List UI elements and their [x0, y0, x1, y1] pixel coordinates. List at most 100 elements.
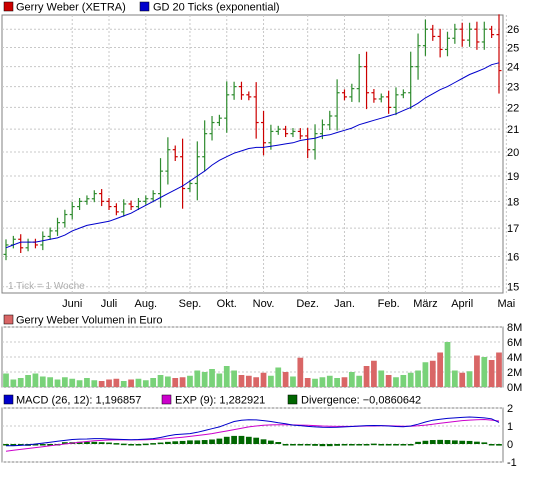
divergence-bar [481, 442, 488, 444]
volume-legend-swatch [3, 314, 14, 325]
price-y-tick-label: 18 [507, 196, 519, 208]
volume-bar [297, 357, 304, 387]
macd-y-tick-label: 1 [507, 421, 513, 433]
price-legend-swatch [3, 1, 14, 12]
volume-bar [245, 375, 252, 387]
price-x-tick-label: Dez. [296, 298, 319, 310]
price-y-tick-label: 23 [507, 82, 519, 94]
volume-bar [231, 370, 237, 387]
divergence-bar [459, 440, 466, 444]
divergence-bar [39, 444, 46, 446]
divergence-bar [142, 443, 149, 446]
divergence-bar [260, 439, 267, 444]
price-x-tick-label: Aug. [134, 298, 157, 310]
divergence-bar [444, 440, 451, 444]
divergence-bar [216, 438, 223, 444]
macd-y-tick-label: -1 [507, 457, 517, 469]
tick-note: 1 Tick = 1 Woche [8, 281, 85, 292]
volume-bar [194, 370, 201, 387]
volume-bar [69, 378, 76, 387]
divergence-bar [356, 444, 363, 446]
price-x-tick-label: April [451, 298, 473, 310]
divergence-bar [98, 442, 105, 444]
divergence-bar [253, 437, 260, 444]
divergence-bar [297, 444, 304, 446]
ema20-line [5, 62, 500, 249]
divergence-bar [238, 435, 245, 444]
divergence-bar [209, 439, 215, 444]
divergence-bar [275, 442, 282, 444]
volume-y-tick-label: 6M [507, 337, 522, 349]
macd-legend: MACD (26, 12): 1,196857 EXP (9): 1,28292… [3, 394, 421, 407]
macd-legend-swatch [3, 394, 14, 405]
price-x-tick-label: März [413, 298, 437, 310]
divergence-bar [348, 444, 355, 446]
price-y-tick-label: 25 [507, 43, 519, 55]
exp-legend-label: EXP (9): 1,282921 [175, 395, 265, 407]
divergence-bar [231, 435, 237, 444]
price-y-tick-label: 26 [507, 24, 519, 36]
volume-bar [253, 377, 260, 387]
price-x-tick-label: Nov. [253, 298, 275, 310]
volume-bar [356, 375, 363, 387]
divergence-bar [76, 441, 83, 444]
divergence-bar [91, 441, 98, 444]
macd-line [6, 416, 500, 447]
volume-bar [341, 377, 348, 387]
macd-panel: -1 0 1 2 [1, 403, 517, 469]
volume-bar [76, 380, 83, 387]
volume-bar [474, 355, 480, 387]
divergence-bar [165, 441, 171, 444]
price-y-axis: 15 16 17 18 19 20 21 22 23 24 25 26 [507, 24, 519, 294]
volume-y-tick-label: 0M [507, 382, 522, 394]
volume-bar [216, 373, 223, 387]
volume-bar [128, 379, 134, 387]
price-x-tick-label: Okt. [217, 298, 237, 310]
divergence-bar [179, 440, 186, 444]
volume-bar [10, 379, 17, 387]
volume-bar [348, 372, 355, 387]
volume-bar [422, 362, 429, 387]
volume-bar [84, 378, 90, 387]
volume-bar [61, 377, 68, 387]
volume-bar [371, 360, 377, 387]
divergence-bar [334, 444, 340, 446]
divergence-bar [172, 441, 179, 444]
volume-bar [290, 376, 296, 387]
volume-bar [451, 370, 458, 387]
volume-bar [393, 377, 399, 387]
volume-y-tick-label: 2M [507, 367, 522, 379]
divergence-bar [496, 444, 502, 446]
volume-bar [319, 377, 326, 387]
divergence-bar [32, 444, 39, 446]
macd-y-tick-label: 0 [507, 439, 513, 451]
divergence-bar [3, 444, 9, 446]
exp-legend-swatch [161, 394, 172, 405]
volume-bar [142, 380, 149, 387]
divergence-bar [385, 444, 392, 446]
divergence-bar [326, 444, 333, 447]
divergence-bar [393, 444, 399, 446]
volume-bar [429, 360, 436, 387]
volume-bar [444, 342, 451, 387]
volume-bar [106, 379, 112, 387]
volume-bar [378, 370, 385, 387]
price-x-tick-label: Jan. [334, 298, 355, 310]
price-y-tick-label: 22 [507, 102, 519, 114]
divergence-bar [429, 440, 436, 444]
divergence-bar [290, 444, 296, 446]
price-panel: 15 16 17 18 19 20 21 22 23 24 25 26 Juni Juli Aug. Sep… [1, 14, 519, 310]
divergence-bar [341, 444, 348, 446]
volume-bar [201, 372, 208, 387]
volume-bar [260, 372, 267, 387]
volume-bar [415, 370, 421, 387]
divergence-bar [312, 444, 318, 446]
volume-bar [98, 381, 105, 387]
macd-legend-label: MACD (26, 12): 1,196857 [16, 395, 141, 407]
volume-bar [385, 375, 392, 387]
volume-bar [91, 380, 98, 387]
volume-bar [488, 360, 495, 387]
volume-bar [54, 379, 61, 387]
divergence-bar [201, 440, 208, 444]
volume-bar [238, 375, 245, 387]
